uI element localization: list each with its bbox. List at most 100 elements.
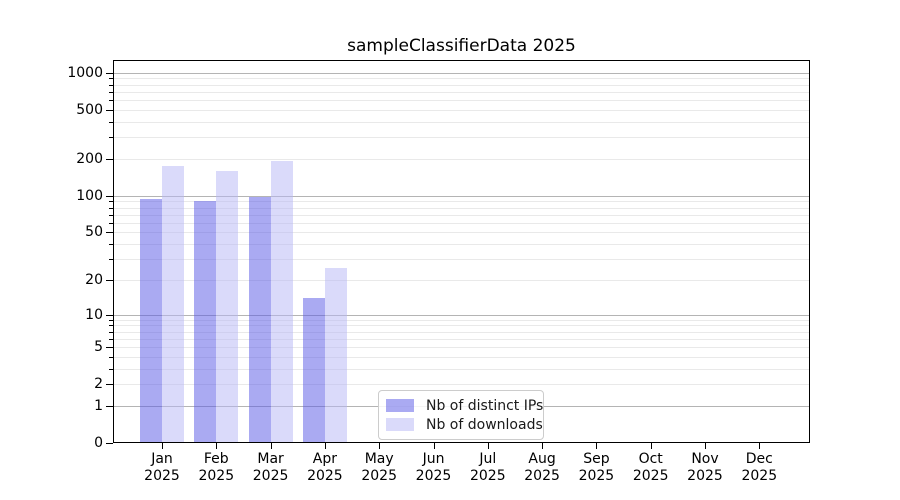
y-tick-label: 200 xyxy=(76,150,103,167)
x-tick-label: Sep 2025 xyxy=(564,451,628,485)
year-label: 2025 xyxy=(524,468,560,484)
gridline-minor xyxy=(113,347,810,348)
month-label: Apr xyxy=(312,451,337,467)
y-minor-tick-mark xyxy=(109,347,113,348)
gridline-major xyxy=(113,195,810,197)
x-tick-mark xyxy=(379,443,381,449)
year-label: 2025 xyxy=(469,468,506,484)
bar-apr-downloads xyxy=(324,268,347,443)
x-tick-label: May 2025 xyxy=(347,451,411,485)
legend-item-distinct-ips: Nb of distinct IPs xyxy=(386,396,543,415)
month-label: Dec xyxy=(745,451,773,467)
gridline-minor xyxy=(113,222,810,224)
y-tick-label: 50 xyxy=(85,224,103,241)
legend-item-downloads: Nb of downloads xyxy=(386,415,543,434)
y-tick-label: 5 xyxy=(94,339,103,355)
bar-jan-downloads xyxy=(162,166,184,443)
gridline-minor xyxy=(113,331,810,333)
y-minor-tick-mark xyxy=(109,325,113,327)
year-label: 2025 xyxy=(307,468,343,484)
y-minor-tick-mark xyxy=(109,201,113,203)
y-tick-label: 20 xyxy=(85,271,103,288)
year-label: 2025 xyxy=(687,468,723,484)
gridline-minor xyxy=(113,384,810,386)
x-tick-mark xyxy=(487,443,489,449)
plot-area xyxy=(113,60,810,443)
y-minor-tick-mark xyxy=(109,121,113,123)
gridline-minor xyxy=(113,338,810,340)
y-minor-tick-mark xyxy=(109,84,113,86)
y-tick-label: 1 xyxy=(94,397,103,414)
downloads-swatch-icon xyxy=(386,418,414,431)
y-tick-label: 100 xyxy=(76,187,103,204)
y-minor-tick-mark xyxy=(109,78,113,80)
x-tick-mark xyxy=(162,443,163,449)
y-minor-tick-mark xyxy=(109,279,113,281)
gridline-minor xyxy=(113,368,810,370)
y-tick-label: 2 xyxy=(94,376,103,393)
x-tick-label: Nov 2025 xyxy=(673,451,737,485)
x-tick-mark xyxy=(216,443,218,449)
chart-title: sampleClassifierData 2025 xyxy=(347,36,576,56)
month-label: Aug xyxy=(528,451,556,467)
x-tick-mark xyxy=(270,443,272,449)
gridline-minor xyxy=(113,232,810,234)
x-tick-mark xyxy=(705,443,706,449)
gridline-minor xyxy=(113,109,810,111)
y-tick-label: 10 xyxy=(85,306,103,323)
y-tick-label: 0 xyxy=(94,435,103,451)
y-tick-label: 500 xyxy=(76,101,103,118)
y-minor-tick-mark xyxy=(109,100,113,102)
y-minor-tick-mark xyxy=(109,368,113,370)
month-label: May xyxy=(364,451,394,467)
year-label: 2025 xyxy=(361,468,397,484)
year-label: 2025 xyxy=(741,468,778,484)
bar-feb-distinct-ips xyxy=(194,201,217,443)
gridline-minor xyxy=(113,259,810,260)
y-minor-tick-mark xyxy=(109,207,113,209)
x-tick-label: Oct 2025 xyxy=(619,451,683,485)
y-tick-mark xyxy=(106,443,113,444)
y-minor-tick-mark xyxy=(109,91,113,93)
gridline-minor xyxy=(113,84,810,86)
y-minor-tick-mark xyxy=(109,338,113,340)
y-minor-tick-mark xyxy=(109,356,113,358)
month-label: Jan xyxy=(151,451,173,467)
gridline-minor xyxy=(113,325,810,327)
y-tick-mark xyxy=(106,195,113,197)
x-tick-label: Feb 2025 xyxy=(184,451,248,485)
bar-feb-downloads xyxy=(216,170,239,443)
distinct-ips-swatch-icon xyxy=(386,399,414,412)
year-label: 2025 xyxy=(198,468,235,484)
year-label: 2025 xyxy=(415,468,452,484)
x-tick-label: Jun 2025 xyxy=(402,451,466,485)
x-tick-label: Aug 2025 xyxy=(510,451,574,485)
y-tick-mark xyxy=(106,72,113,74)
x-tick-mark xyxy=(324,443,326,449)
legend-label: Nb of distinct IPs xyxy=(426,397,544,414)
bar-apr-distinct-ips xyxy=(302,297,325,443)
x-tick-mark xyxy=(542,443,544,449)
x-tick-label: Apr 2025 xyxy=(293,451,357,485)
x-tick-label: Jan 2025 xyxy=(130,451,194,485)
month-label: Nov xyxy=(691,451,719,467)
gridline-minor xyxy=(113,158,810,160)
y-minor-tick-mark xyxy=(109,214,113,216)
y-minor-tick-mark xyxy=(109,222,113,224)
month-label: Feb xyxy=(203,451,229,467)
y-minor-tick-mark xyxy=(109,137,113,139)
gridline-minor xyxy=(113,100,810,102)
x-tick-label: Jul 2025 xyxy=(456,451,520,485)
x-tick-label: Mar 2025 xyxy=(239,451,303,485)
year-label: 2025 xyxy=(144,468,180,484)
legend-label: Nb of downloads xyxy=(426,416,543,433)
y-minor-tick-mark xyxy=(109,384,113,386)
month-label: Sep xyxy=(583,451,610,467)
y-minor-tick-mark xyxy=(109,319,113,321)
gridline-minor xyxy=(113,207,810,209)
y-tick-mark xyxy=(106,405,113,407)
y-minor-tick-mark xyxy=(109,259,113,260)
y-minor-tick-mark xyxy=(109,331,113,333)
year-label: 2025 xyxy=(632,468,669,484)
